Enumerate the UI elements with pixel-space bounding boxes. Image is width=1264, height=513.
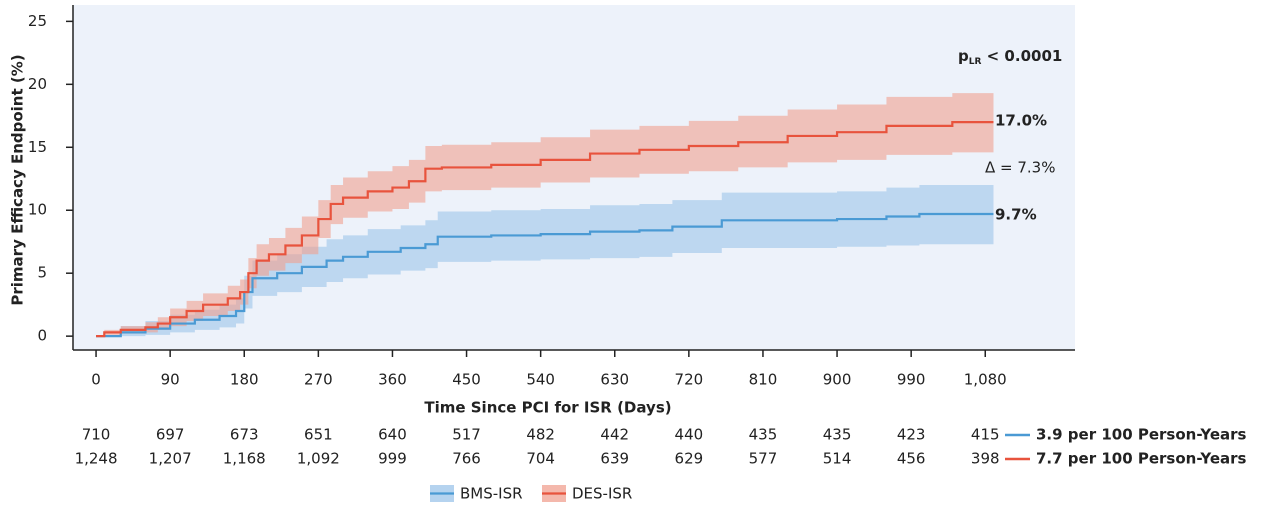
risk-number: 415 — [971, 426, 1000, 444]
risk-number: 629 — [675, 450, 704, 468]
risk-number: 514 — [823, 450, 852, 468]
y-tick-label: 0 — [37, 327, 47, 345]
risk-number: 1,207 — [149, 450, 192, 468]
y-tick-label: 5 — [37, 264, 47, 282]
risk-number: 1,092 — [297, 450, 340, 468]
x-tick-label: 360 — [378, 371, 407, 389]
y-tick-label: 20 — [28, 75, 47, 93]
risk-number: 435 — [823, 426, 852, 444]
risk-number: 442 — [600, 426, 629, 444]
p-value: pLR < 0.0001 — [958, 47, 1062, 67]
legend-label: DES-ISR — [572, 485, 632, 503]
delta-label: Δ = 7.3% — [985, 159, 1055, 177]
risk-number: 673 — [230, 426, 259, 444]
bms-end-label: 9.7% — [995, 206, 1037, 224]
x-tick-label: 1,080 — [964, 371, 1007, 389]
risk-row-label: 7.7 per 100 Person-Years — [1036, 450, 1247, 468]
risk-number: 456 — [897, 450, 926, 468]
x-axis-label: Time Since PCI for ISR (Days) — [424, 399, 671, 417]
y-axis-label: Primary Efficacy Endpoint (%) — [9, 54, 27, 305]
risk-number: 697 — [156, 426, 185, 444]
x-tick-label: 720 — [675, 371, 704, 389]
x-tick-label: 630 — [600, 371, 629, 389]
y-tick-label: 10 — [28, 201, 47, 219]
risk-number: 639 — [600, 450, 629, 468]
p-letter: p — [958, 47, 969, 65]
legend-label: BMS-ISR — [460, 485, 523, 503]
x-tick-label: 540 — [526, 371, 555, 389]
risk-number: 517 — [452, 426, 481, 444]
y-tick-label: 15 — [28, 138, 47, 156]
confidence-band — [96, 185, 994, 337]
x-tick-label: 810 — [749, 371, 778, 389]
x-tick-label: 270 — [304, 371, 333, 389]
x-tick-label: 990 — [897, 371, 926, 389]
p-subscript: LR — [969, 57, 982, 67]
risk-number: 640 — [378, 426, 407, 444]
risk-number: 423 — [897, 426, 926, 444]
risk-number: 1,248 — [75, 450, 118, 468]
risk-number: 577 — [749, 450, 778, 468]
des-end-label: 17.0% — [995, 112, 1047, 130]
p-rest: < 0.0001 — [981, 47, 1062, 65]
x-tick-label: 0 — [91, 371, 101, 389]
x-tick-label: 90 — [161, 371, 180, 389]
survival-line — [96, 120, 994, 338]
x-tick-label: 180 — [230, 371, 259, 389]
risk-row-label: 3.9 per 100 Person-Years — [1036, 426, 1247, 444]
risk-number: 766 — [452, 450, 481, 468]
risk-number: 710 — [82, 426, 111, 444]
risk-number: 398 — [971, 450, 1000, 468]
y-tick-label: 25 — [28, 12, 47, 30]
survival-line — [96, 212, 994, 338]
x-tick-label: 900 — [823, 371, 852, 389]
risk-number: 435 — [749, 426, 778, 444]
x-tick-label: 450 — [452, 371, 481, 389]
risk-number: 1,168 — [223, 450, 266, 468]
risk-number: 482 — [526, 426, 555, 444]
risk-number: 440 — [675, 426, 704, 444]
risk-number: 651 — [304, 426, 333, 444]
risk-number: 704 — [526, 450, 555, 468]
risk-number: 999 — [378, 450, 407, 468]
confidence-band — [96, 93, 994, 337]
